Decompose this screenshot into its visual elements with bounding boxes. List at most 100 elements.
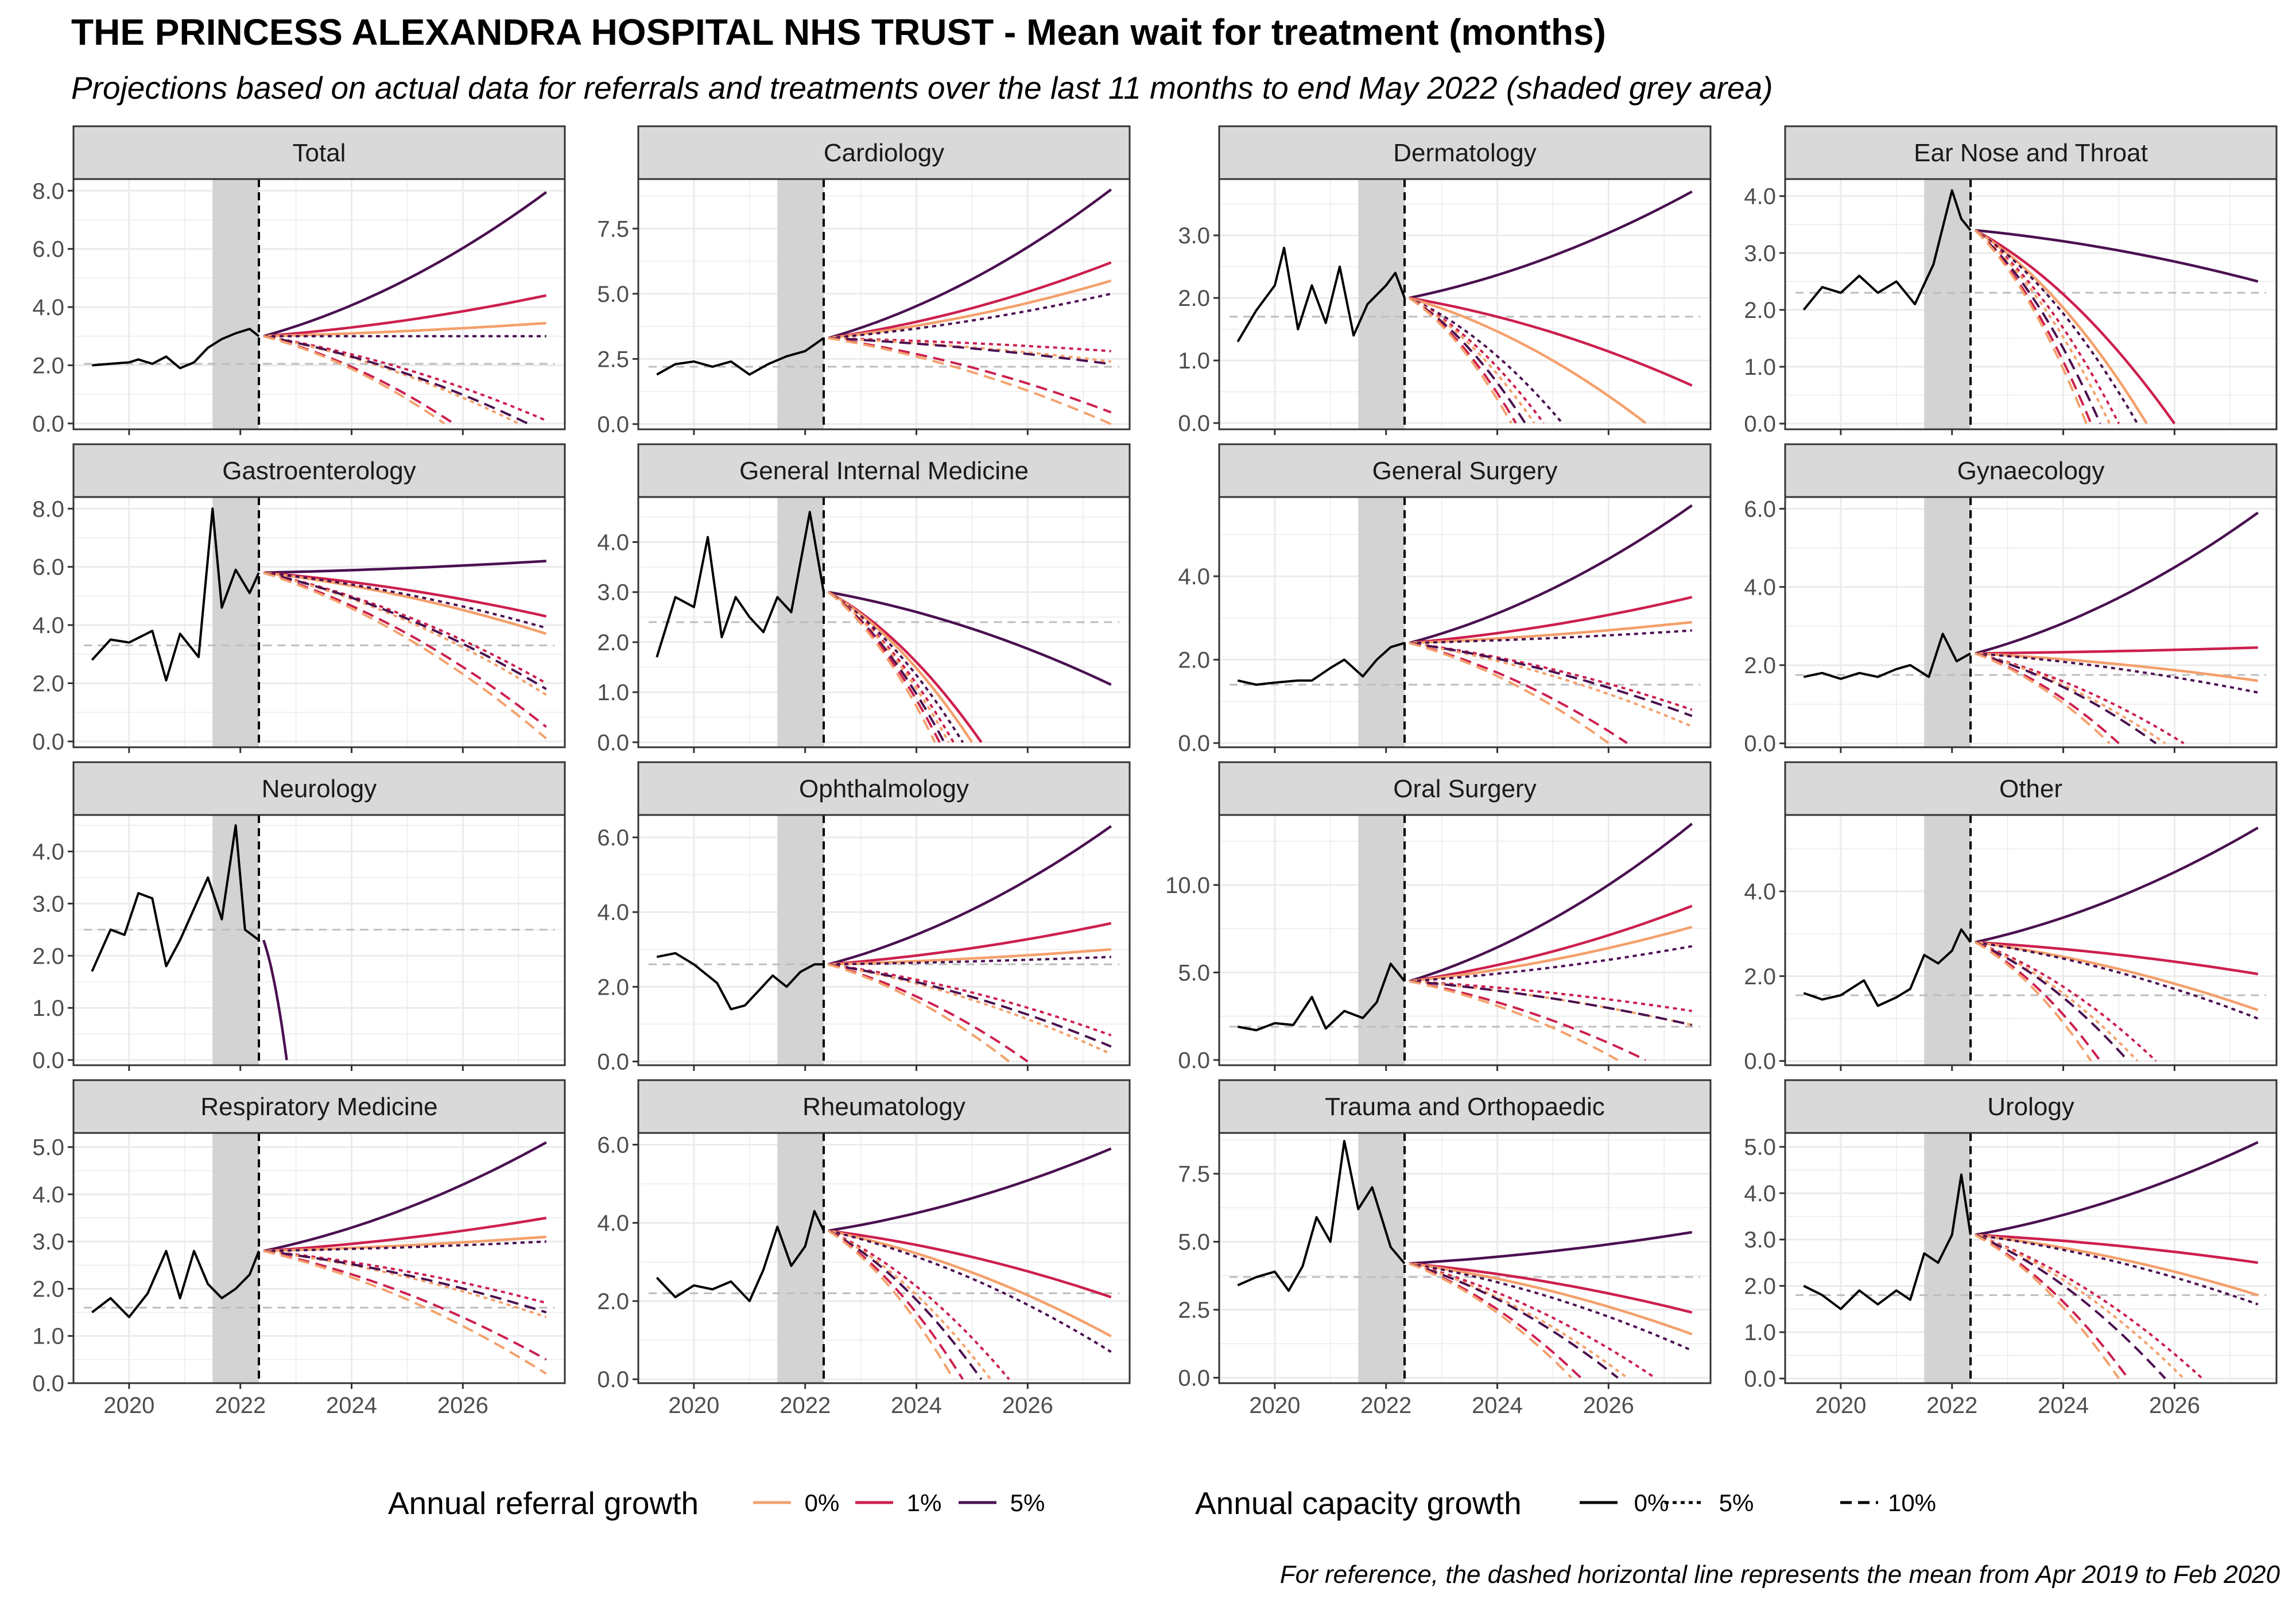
actual-series-line [656, 1210, 825, 1302]
facet-strip [1218, 761, 1712, 816]
projection-ref1-cap5 [828, 1229, 1010, 1380]
projection-ref1-cap0 [263, 1216, 547, 1252]
projection-ref5-cap5 [263, 1240, 546, 1252]
projection-ref0-cap5 [263, 1249, 547, 1318]
projection-ref5-cap0 [263, 1141, 547, 1252]
shaded-period [1358, 497, 1405, 747]
projection-ref0-cap5 [1974, 229, 2111, 424]
projection-ref5-cap0 [828, 1147, 1112, 1232]
panel-background [1785, 1133, 2276, 1383]
y-tick-label: 1.0 [32, 1324, 64, 1349]
projection-ref1-cap5 [1409, 1262, 1656, 1379]
y-tick-label: 0.0 [1178, 411, 1210, 436]
projection-ref5-cap10 [828, 1229, 983, 1380]
y-tick-label: 2.5 [597, 347, 629, 372]
projection-ref0-cap10 [1975, 1233, 2120, 1380]
projection-ref1-cap0 [828, 1229, 1112, 1299]
actual-series-line [91, 824, 260, 972]
y-tick-label: 1.0 [32, 996, 64, 1021]
projection-ref5-cap10 [828, 963, 1112, 1048]
projection-ref1-cap0 [828, 922, 1112, 966]
x-tick-label: 2026 [1002, 1393, 1053, 1418]
projection-ref0-cap5 [1409, 642, 1693, 728]
actual-series-line [656, 511, 825, 658]
projection-ref0-cap5 [263, 571, 547, 696]
projection-ref0-cap10 [1408, 297, 1512, 424]
projection-ref0-cap0 [827, 591, 974, 743]
y-tick-label: 2.0 [597, 975, 629, 1000]
facet-label: General Internal Medicine [739, 457, 1029, 485]
panel-dermatology: Dermatology 0.0 1.0 2.0 3.0 [1178, 125, 1712, 436]
facet-label: Trauma and Orthopaedic [1325, 1093, 1605, 1121]
legend-referral-title: Annual referral growth [388, 1485, 699, 1521]
legend-referral-label: 0% [805, 1489, 840, 1516]
y-tick-label: 3.0 [1744, 241, 1776, 266]
y-tick-label: 5.0 [597, 282, 629, 307]
projection-ref1-cap0 [1975, 1233, 2259, 1264]
y-tick-label: 2.0 [32, 353, 64, 378]
projection-ref1-cap5 [263, 571, 547, 685]
panel-general-surgery: General Surgery 0.0 2.0 4.0 [1178, 443, 1712, 756]
projection-ref5-cap0 [1409, 504, 1693, 645]
facet-label: Oral Surgery [1393, 775, 1536, 803]
x-tick-label: 2024 [891, 1393, 942, 1418]
y-tick-label: 1.0 [1744, 355, 1776, 380]
shaded-period [212, 815, 259, 1065]
y-tick-label: 0.0 [1178, 1366, 1210, 1391]
facet-strip [637, 443, 1131, 498]
panel-background [638, 179, 1130, 429]
y-tick-label: 2.0 [1744, 964, 1776, 989]
projection-ref0-cap5 [828, 1229, 992, 1380]
shaded-period [212, 179, 259, 429]
facet-strip [1218, 125, 1712, 180]
panel-background [638, 815, 1130, 1065]
projection-ref0-cap10 [263, 571, 547, 740]
panel-border [1218, 1132, 1712, 1384]
panel-neurology: Neurology 0.0 1.0 2.0 3.0 4.0 [32, 761, 566, 1073]
projection-ref5-cap5 [1409, 1262, 1693, 1352]
y-tick-label: 5.0 [1178, 1230, 1210, 1255]
facet-label: Total [293, 139, 346, 167]
facet-label: Ear Nose and Throat [1914, 139, 2148, 167]
y-tick-label: 4.0 [32, 840, 64, 865]
projection-ref0-cap0 [828, 948, 1111, 966]
panel-background [73, 497, 565, 747]
projection-ref0-cap5 [828, 337, 1111, 363]
gridlines [1785, 1133, 2276, 1383]
actual-series-line [656, 952, 824, 1011]
projection-ref5-cap10 [1974, 229, 2101, 424]
y-tick-label: 0.0 [1744, 412, 1776, 437]
projection-ref1-cap5 [263, 335, 547, 422]
projection-ref5-cap10 [1409, 980, 1693, 1026]
actual-series-line [1803, 1173, 1972, 1310]
facet-strip [1218, 443, 1712, 498]
projection-ref5-cap0 [828, 188, 1112, 340]
facet-strip [1784, 443, 2278, 498]
x-tick-label: 2026 [437, 1393, 488, 1418]
projection-ref0-cap10 [1409, 1262, 1573, 1379]
shaded-period [1358, 1133, 1405, 1383]
panel-gynaecology: Gynaecology 0.0 2.0 4.0 6.0 [1744, 443, 2278, 756]
projection-ref1-cap0 [828, 261, 1112, 340]
panel-general-internal-medicine: General Internal Medicine 0.0 1.0 2.0 3.0 4.0 [597, 443, 1131, 755]
projection-ref5-cap10 [1975, 652, 2157, 744]
x-tick-label: 2024 [2038, 1393, 2089, 1418]
facet-label: Ophthalmology [799, 775, 969, 803]
legend-capacity-label: 10% [1888, 1489, 1936, 1516]
y-tick-label: 4.0 [1744, 184, 1776, 209]
projection-ref5-cap10 [263, 571, 547, 690]
x-tick-label: 2024 [1472, 1393, 1523, 1418]
panel-border [1784, 814, 2278, 1066]
projection-ref5-cap5 [828, 956, 1111, 966]
panel-border [1784, 178, 2278, 430]
y-tick-label: 3.0 [32, 1229, 64, 1255]
y-tick-label: 3.0 [32, 891, 64, 917]
projection-ref5-cap10 [263, 335, 529, 425]
projection-ref0-cap0 [1409, 620, 1692, 645]
projection-ref1-cap10 [263, 571, 547, 728]
y-tick-label: 0.0 [597, 412, 629, 437]
actual-series-line [91, 1249, 260, 1318]
projection-ref5-cap10 [263, 1249, 547, 1314]
y-tick-label: 0.0 [597, 1367, 629, 1392]
